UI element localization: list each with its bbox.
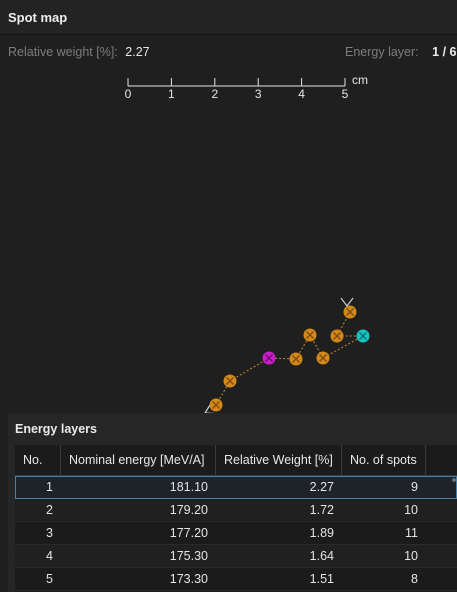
- path-end-arrow-icon: [204, 404, 216, 413]
- table-row[interactable]: 3 177.20 1.89 11: [15, 522, 457, 545]
- scale-bar: [127, 78, 346, 87]
- relative-weight-info: Relative weight [%]: 2.27: [8, 45, 150, 59]
- energy-layer-label: Energy layer:: [345, 45, 419, 59]
- cell-weight: 1.64: [309, 549, 334, 563]
- cell-spots: 9: [411, 480, 418, 494]
- spot-marker[interactable]: [303, 328, 317, 342]
- scrollbar[interactable]: [452, 478, 456, 482]
- column-header-relative-weight[interactable]: Relative Weight [%]: [216, 445, 342, 475]
- cell-energy: 179.20: [169, 503, 208, 517]
- spot-marker[interactable]: [209, 398, 223, 412]
- spot-path: [215, 311, 364, 406]
- spot-marker-end[interactable]: [356, 329, 370, 343]
- energy-layers-title: Energy layers: [15, 422, 97, 436]
- scale-tick-4: 4: [298, 87, 305, 101]
- table-row[interactable]: 1 181.10 2.27 9: [15, 476, 457, 499]
- cell-spots: 8: [411, 572, 418, 586]
- column-header-no[interactable]: No.: [15, 445, 61, 475]
- spot-map-view[interactable]: Relative weight [%]: 2.27 Energy layer: …: [0, 35, 457, 413]
- spot-map-canvas[interactable]: 0 1 2 3 4 5 cm: [0, 35, 457, 413]
- cell-spots: 10: [404, 503, 418, 517]
- panel-header: Spot map: [0, 0, 457, 35]
- scale-tick-1: 1: [168, 87, 175, 101]
- spot-marker[interactable]: [223, 374, 237, 388]
- cell-energy: 175.30: [169, 549, 208, 563]
- cell-no: 4: [46, 549, 53, 563]
- spot-marker[interactable]: [316, 351, 330, 365]
- energy-layer-value: 1 / 6: [432, 45, 457, 59]
- cell-weight: 1.89: [309, 526, 334, 540]
- cell-no: 5: [46, 572, 53, 586]
- cell-energy: 177.20: [169, 526, 208, 540]
- panel-title: Spot map: [8, 9, 68, 25]
- spot-marker-start[interactable]: [262, 351, 276, 365]
- spot-marker[interactable]: [289, 352, 303, 366]
- relative-weight-label: Relative weight [%]:: [8, 45, 118, 59]
- spot-marker[interactable]: [343, 305, 357, 319]
- energy-layers-panel: Energy layers No. Nominal energy [MeV/A]…: [8, 413, 457, 592]
- relative-weight-value: 2.27: [125, 45, 150, 59]
- energy-layers-table[interactable]: No. Nominal energy [MeV/A] Relative Weig…: [15, 445, 457, 592]
- cell-no: 1: [46, 480, 53, 494]
- table-row[interactable]: 4 175.30 1.64 10: [15, 545, 457, 568]
- spot-marker[interactable]: [330, 329, 344, 343]
- cell-weight: 2.27: [309, 480, 334, 494]
- energy-layer-info: Energy layer: 1 / 6: [345, 45, 456, 59]
- scale-tick-3: 3: [255, 87, 262, 101]
- scale-tick-2: 2: [211, 87, 218, 101]
- path-start-arrow-icon: [340, 297, 354, 307]
- cell-energy: 181.10: [169, 480, 208, 494]
- cell-weight: 1.51: [309, 572, 334, 586]
- table-row[interactable]: 2 179.20 1.72 10: [15, 499, 457, 522]
- table-row[interactable]: 5 173.30 1.51 8: [15, 568, 457, 591]
- cell-no: 3: [46, 526, 53, 540]
- cell-weight: 1.72: [309, 503, 334, 517]
- scale-unit: cm: [352, 73, 368, 87]
- column-header-nominal-energy[interactable]: Nominal energy [MeV/A]: [61, 445, 216, 475]
- cell-energy: 173.30: [169, 572, 208, 586]
- scale-tick-5: 5: [342, 87, 349, 101]
- scale-tick-0: 0: [125, 87, 132, 101]
- column-header-no-of-spots[interactable]: No. of spots: [342, 445, 426, 475]
- cell-spots: 11: [405, 526, 418, 540]
- cell-spots: 10: [404, 549, 418, 563]
- table-header: No. Nominal energy [MeV/A] Relative Weig…: [15, 445, 457, 476]
- cell-no: 2: [46, 503, 53, 517]
